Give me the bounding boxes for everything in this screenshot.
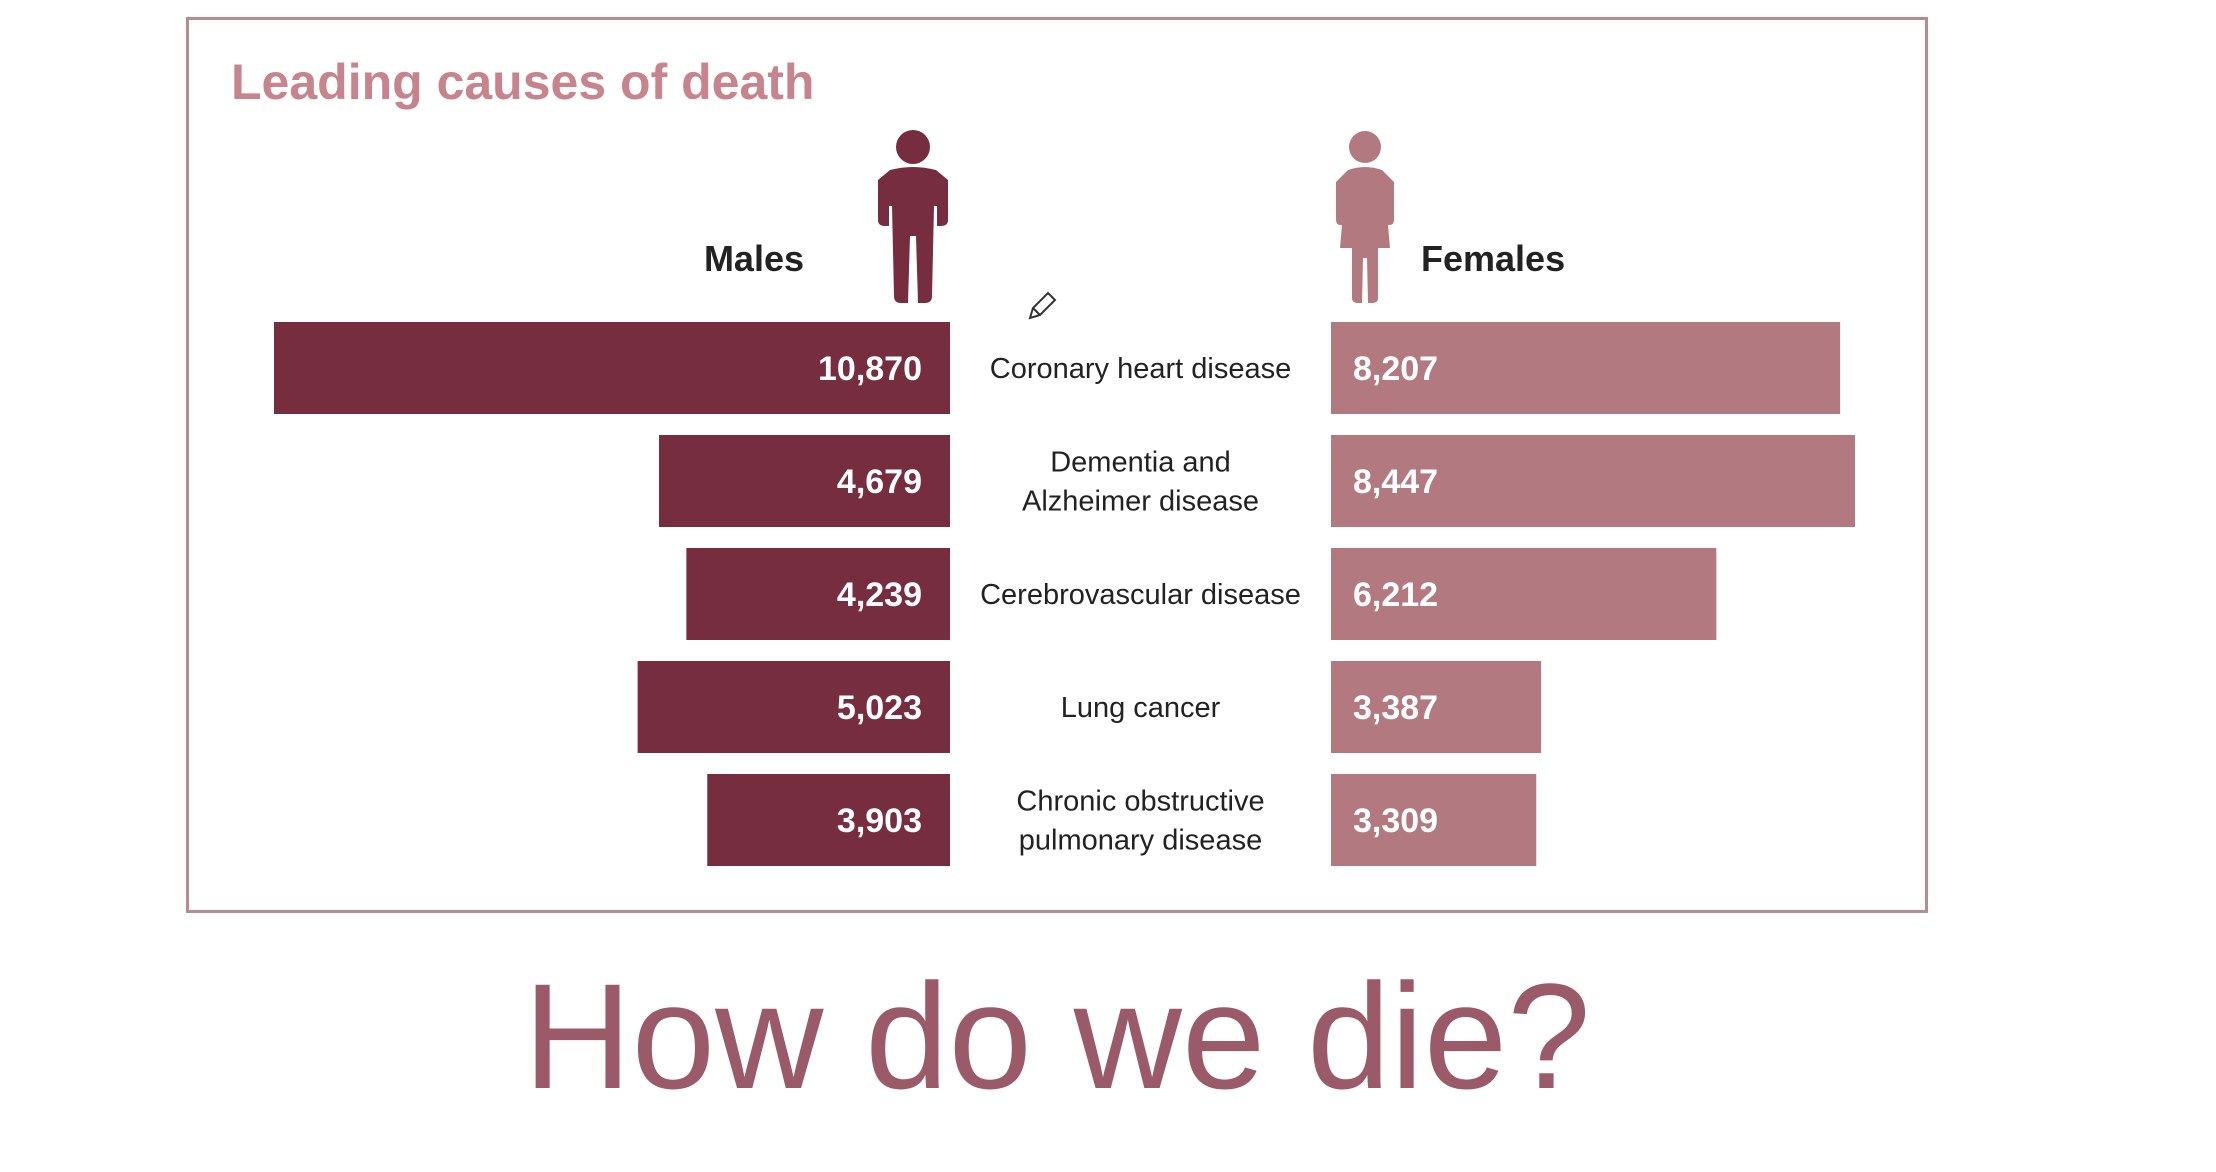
- female-value-label: 6,212: [1353, 576, 1438, 614]
- legend-females: Females: [1421, 238, 1566, 279]
- female-bar: [1331, 774, 1537, 866]
- legend-males: Males: [703, 238, 804, 279]
- female-value-label: 8,207: [1353, 350, 1438, 388]
- male-value-label: 3,903: [837, 802, 922, 840]
- female-bar: [1331, 435, 1855, 527]
- category-label: Coronary heart disease: [990, 353, 1291, 385]
- category-label: Cerebrovascular disease: [980, 579, 1301, 611]
- category-label: Lung cancer: [1061, 692, 1221, 724]
- female-value-label: 8,447: [1353, 463, 1438, 501]
- male-value-label: 10,870: [818, 350, 922, 388]
- female-person-icon: [1336, 131, 1394, 303]
- male-bar: [637, 661, 950, 753]
- male-bar: [707, 774, 950, 866]
- female-value-label: 3,387: [1353, 689, 1438, 727]
- female-bar: [1331, 548, 1717, 640]
- male-value-label: 4,239: [837, 576, 922, 614]
- category-label: Chronic obstructive pulmonary disease: [1016, 786, 1264, 857]
- chart-title: Leading causes of death: [231, 54, 815, 110]
- female-bar: [1331, 661, 1542, 753]
- male-value-label: 4,679: [837, 463, 922, 501]
- category-label: Dementia and Alzheimer disease: [1022, 447, 1259, 518]
- slide-caption: How do we die?: [523, 952, 1591, 1120]
- male-bar: [686, 548, 950, 640]
- pencil-cursor-icon: [1028, 291, 1057, 320]
- male-person-icon: [878, 130, 948, 303]
- male-value-label: 5,023: [837, 689, 922, 727]
- male-bar: [274, 322, 950, 414]
- female-value-label: 3,309: [1353, 802, 1438, 840]
- male-bar: [659, 435, 950, 527]
- female-bar: [1331, 322, 1841, 414]
